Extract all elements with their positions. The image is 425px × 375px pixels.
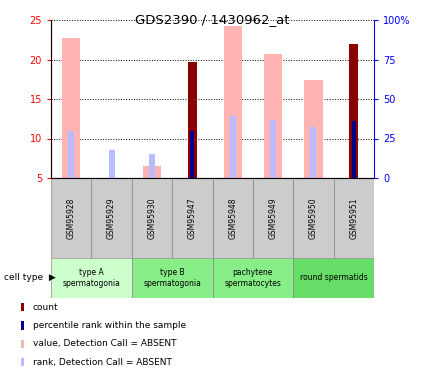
Text: GSM95929: GSM95929 (107, 197, 116, 239)
Bar (188, 62, 197, 178)
Bar (212, 258, 293, 298)
Bar (51, 258, 132, 298)
Bar (21, 358, 24, 366)
Bar (310, 127, 317, 178)
Text: GSM95928: GSM95928 (67, 197, 76, 239)
Bar (132, 258, 212, 298)
Text: percentile rank within the sample: percentile rank within the sample (33, 321, 186, 330)
Text: GSM95949: GSM95949 (269, 197, 278, 239)
Bar (349, 45, 358, 178)
Bar (21, 321, 24, 330)
Bar (143, 166, 161, 178)
Bar (91, 178, 132, 258)
Bar (212, 178, 253, 258)
Bar (62, 38, 80, 178)
Text: GSM95947: GSM95947 (188, 197, 197, 239)
Bar (334, 178, 374, 258)
Bar (68, 131, 74, 178)
Bar (190, 131, 194, 178)
Bar (293, 258, 374, 298)
Bar (304, 80, 323, 178)
Text: value, Detection Call = ABSENT: value, Detection Call = ABSENT (33, 339, 176, 348)
Text: round spermatids: round spermatids (300, 273, 368, 282)
Bar (21, 340, 24, 348)
Bar (270, 120, 276, 178)
Text: rank, Detection Call = ABSENT: rank, Detection Call = ABSENT (33, 358, 171, 367)
Bar (224, 26, 242, 178)
Bar (172, 178, 212, 258)
Bar (51, 178, 91, 258)
Bar (149, 153, 155, 178)
Text: cell type  ▶: cell type ▶ (4, 273, 56, 282)
Bar (108, 150, 115, 178)
Bar (230, 116, 236, 178)
Bar (132, 178, 172, 258)
Text: type A
spermatogonia: type A spermatogonia (62, 268, 120, 288)
Bar (253, 178, 293, 258)
Bar (352, 121, 356, 178)
Bar (264, 54, 282, 178)
Text: GSM95950: GSM95950 (309, 197, 318, 239)
Text: count: count (33, 303, 58, 312)
Bar (21, 303, 24, 311)
Text: GSM95951: GSM95951 (349, 197, 358, 239)
Text: GDS2390 / 1430962_at: GDS2390 / 1430962_at (135, 13, 290, 26)
Text: GSM95930: GSM95930 (147, 197, 156, 239)
Bar (293, 178, 334, 258)
Text: pachytene
spermatocytes: pachytene spermatocytes (224, 268, 281, 288)
Text: type B
spermatogonia: type B spermatogonia (143, 268, 201, 288)
Text: GSM95948: GSM95948 (228, 197, 237, 239)
